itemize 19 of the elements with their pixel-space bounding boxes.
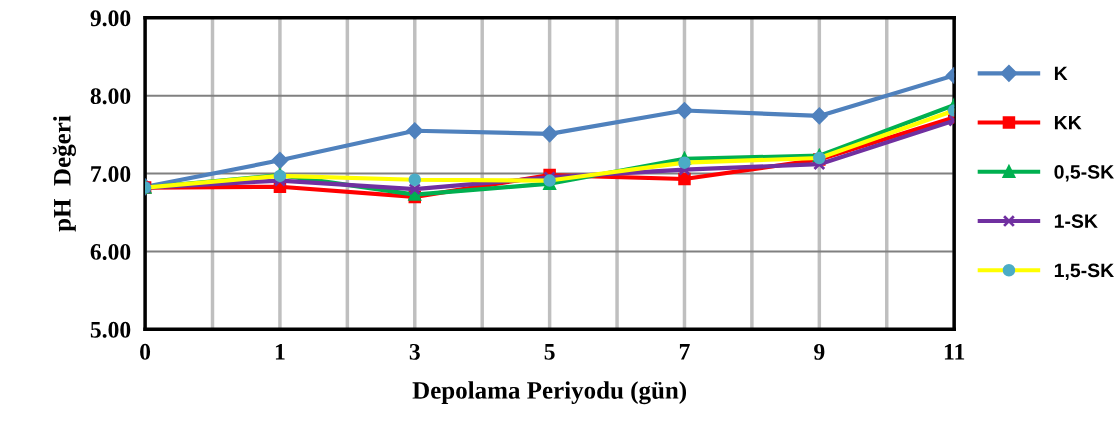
y-tick-label: 8.00 — [90, 88, 131, 105]
legend-label: 1-SK — [1054, 214, 1098, 229]
x-tick-label: 3 — [409, 343, 420, 360]
x-tick-label: 7 — [679, 344, 690, 360]
y-tick-label: 9.00 — [90, 10, 131, 27]
y-tick-label: 7.00 — [91, 166, 131, 183]
x-tick-label: 11 — [944, 343, 965, 360]
x-tick-label: 5 — [544, 344, 555, 360]
y-axis-title: pH Değeri — [52, 115, 76, 232]
x-tick-label: 1 — [275, 343, 285, 360]
legend-label: K — [1054, 66, 1068, 81]
x-tick-label: 9 — [814, 343, 825, 360]
y-tick-label: 5.00 — [90, 321, 131, 338]
legend-label: 0,5-SK — [1054, 165, 1114, 182]
y-tick-label: 6.00 — [90, 243, 131, 260]
x-axis-title: Depolama Periyodu (gün) — [412, 381, 687, 405]
legend-label: KK — [1054, 115, 1082, 130]
x-tick-label: 0 — [140, 343, 151, 360]
legend-label: 1,5-SK — [1054, 263, 1114, 281]
